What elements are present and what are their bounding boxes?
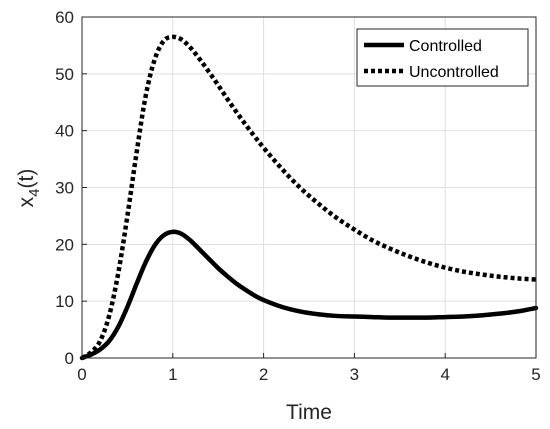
x-tick-label: 3	[350, 365, 359, 384]
y-tick-label: 30	[55, 179, 74, 198]
x-tick-label: 0	[77, 365, 86, 384]
y-tick-label: 50	[55, 65, 74, 84]
legend-label-controlled: Controlled	[409, 38, 482, 55]
y-tick-label: 0	[65, 349, 74, 368]
series-line-controlled	[79, 229, 539, 361]
y-tick-label: 20	[55, 235, 74, 254]
y-axis-label-main: x	[15, 196, 38, 207]
series-line-uncontrolled	[80, 34, 537, 360]
series-lines	[79, 34, 539, 361]
y-tick-label: 10	[55, 292, 74, 311]
x-tick-label: 1	[168, 365, 177, 384]
legend-box	[356, 28, 529, 87]
x-tick-label: 2	[259, 365, 268, 384]
legend-label-uncontrolled: Uncontrolled	[409, 64, 499, 81]
x-tick-label: 5	[531, 365, 540, 384]
y-tick-label: 60	[55, 8, 74, 27]
legend: Controlled Uncontrolled	[356, 28, 529, 87]
y-tick-label: 40	[55, 122, 74, 141]
y-axis-label-subscript: 4	[26, 188, 43, 196]
x-tick-label: 4	[440, 365, 449, 384]
y-axis-label: x4(t)	[15, 169, 43, 208]
ticks	[81, 16, 537, 359]
x-axis-label: Time	[286, 401, 332, 424]
y-axis-label-suffix: (t)	[15, 169, 38, 189]
